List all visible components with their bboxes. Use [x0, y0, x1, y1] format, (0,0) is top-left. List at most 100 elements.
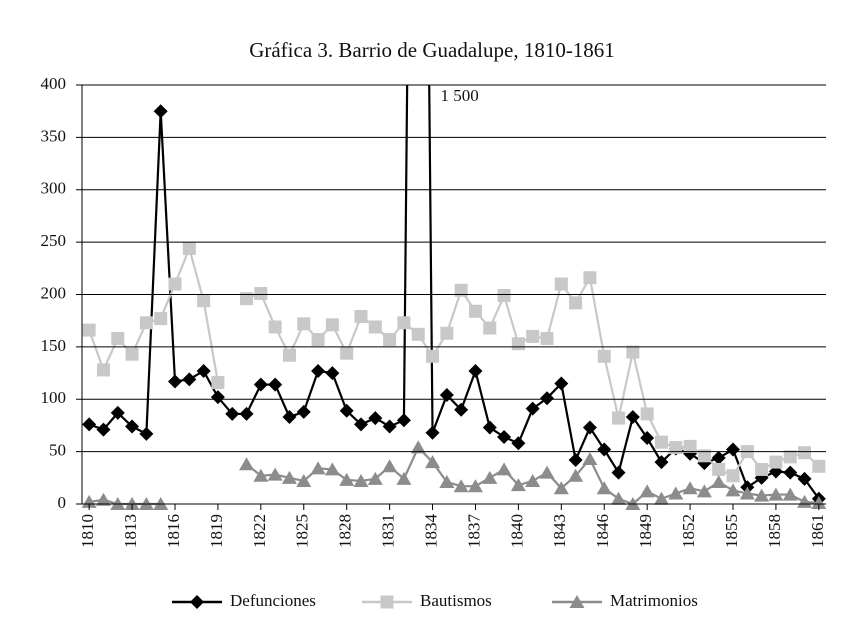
marker: [340, 346, 354, 360]
marker: [368, 411, 383, 426]
marker: [797, 471, 812, 486]
chart-title: Gráfica 3. Barrio de Guadalupe, 1810-186…: [249, 38, 615, 62]
marker: [568, 468, 584, 482]
series-line: [88, 244, 820, 478]
x-tick-label: 1816: [164, 514, 183, 548]
y-tick-label: 400: [41, 74, 67, 93]
marker: [682, 481, 698, 495]
x-tick-label: 1849: [636, 514, 655, 548]
marker: [210, 390, 225, 405]
marker: [683, 439, 697, 453]
marker: [225, 406, 240, 421]
marker: [626, 345, 640, 359]
marker: [125, 347, 139, 361]
marker: [182, 241, 196, 255]
x-tick-label: 1834: [421, 514, 440, 549]
marker: [382, 459, 398, 473]
marker: [597, 349, 611, 363]
marker: [467, 479, 483, 493]
marker: [354, 309, 368, 323]
marker: [95, 492, 111, 506]
marker: [712, 462, 726, 476]
x-tick-label: 1828: [336, 514, 355, 548]
marker: [597, 442, 612, 457]
marker: [582, 451, 598, 465]
marker: [380, 595, 394, 609]
marker: [82, 323, 96, 337]
legend-label: Defunciones: [230, 591, 316, 610]
marker: [339, 403, 354, 418]
plot-area: [82, 85, 827, 510]
marker: [296, 473, 312, 487]
marker: [339, 472, 355, 486]
marker: [168, 277, 182, 291]
marker: [354, 417, 368, 432]
marker: [239, 406, 254, 421]
series-line: [88, 85, 820, 500]
marker: [453, 479, 469, 493]
marker: [468, 363, 483, 378]
marker: [654, 435, 668, 449]
marker: [96, 422, 111, 437]
marker: [454, 402, 469, 417]
marker: [139, 316, 153, 330]
marker: [96, 363, 110, 377]
marker: [639, 484, 655, 498]
y-tick-label: 250: [41, 231, 67, 250]
marker: [711, 450, 726, 465]
marker: [726, 442, 740, 457]
marker: [668, 486, 684, 500]
marker: [425, 455, 441, 469]
marker: [382, 419, 397, 434]
marker: [268, 320, 282, 334]
marker: [282, 348, 296, 362]
marker: [281, 470, 297, 484]
marker: [711, 475, 727, 489]
marker: [411, 327, 425, 341]
marker: [297, 317, 311, 331]
marker: [525, 473, 541, 487]
marker: [697, 449, 711, 463]
marker: [525, 401, 540, 416]
x-tick-label: 1819: [207, 514, 226, 548]
marker: [596, 481, 612, 495]
marker: [510, 478, 526, 492]
marker: [439, 388, 454, 403]
y-tick-label: 100: [41, 388, 67, 407]
marker: [511, 436, 526, 451]
y-tick-label: 0: [58, 493, 67, 512]
marker: [111, 331, 125, 345]
marker: [439, 475, 455, 489]
marker: [168, 374, 182, 389]
x-tick-label: 1825: [293, 514, 312, 548]
legend-label: Matrimonios: [610, 591, 698, 610]
marker: [197, 294, 211, 308]
marker: [440, 326, 454, 340]
marker: [726, 469, 740, 483]
marker: [239, 457, 255, 471]
marker: [267, 467, 283, 481]
marker: [396, 471, 412, 485]
marker: [640, 407, 654, 421]
annotation: 1 500: [441, 86, 479, 105]
marker: [482, 470, 498, 484]
marker: [426, 349, 440, 363]
marker: [569, 296, 583, 310]
marker: [497, 289, 511, 303]
marker: [253, 468, 269, 482]
marker: [325, 318, 339, 332]
marker: [583, 271, 597, 285]
x-tick-label: 1840: [507, 514, 526, 548]
x-tick-label: 1858: [765, 514, 784, 548]
marker: [526, 329, 540, 343]
marker: [368, 320, 382, 334]
marker: [253, 377, 268, 392]
marker: [282, 410, 297, 425]
marker: [82, 494, 97, 508]
marker: [611, 491, 627, 505]
marker: [783, 450, 797, 464]
marker: [769, 455, 783, 469]
marker: [554, 376, 569, 391]
y-tick-label: 150: [41, 336, 67, 355]
